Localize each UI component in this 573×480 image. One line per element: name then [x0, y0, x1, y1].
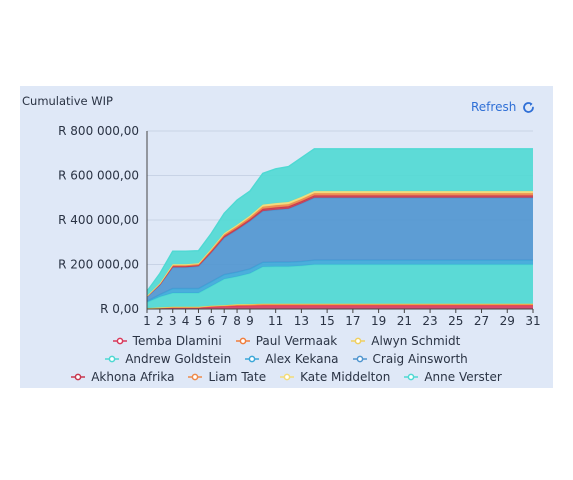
x-tick-label: 17: [345, 314, 360, 328]
legend-item[interactable]: Anne Verster: [404, 370, 502, 384]
x-tick-label: 27: [474, 314, 489, 328]
legend-marker-icon: [245, 355, 260, 363]
chart-legend: Temba Dlamini Paul Vermaak Alwyn Schmidt An…: [20, 332, 553, 386]
legend-label: Andrew Goldstein: [125, 352, 232, 366]
y-tick-label: R 400 000,00: [58, 213, 139, 227]
x-tick-label: 6: [208, 314, 216, 328]
x-tick-label: 3: [169, 314, 177, 328]
legend-label: Paul Vermaak: [255, 334, 338, 348]
x-tick-label: 29: [500, 314, 515, 328]
legend-label: Alex Kekana: [265, 352, 339, 366]
series-area: [147, 148, 533, 296]
x-tick-label: 21: [397, 314, 412, 328]
legend-marker-icon: [105, 355, 120, 363]
series-area: [147, 197, 533, 302]
x-tick-label: 9: [246, 314, 254, 328]
x-tick-label: 11: [268, 314, 283, 328]
legend-marker-icon: [235, 337, 250, 345]
y-tick-label: R 600 000,00: [58, 169, 139, 183]
legend-label: Temba Dlamini: [132, 334, 222, 348]
x-tick-label: 15: [319, 314, 334, 328]
legend-item[interactable]: Temba Dlamini: [112, 334, 222, 348]
legend-label: Liam Tate: [208, 370, 267, 384]
x-tick-label: 13: [294, 314, 309, 328]
chart-title: Cumulative WIP: [22, 94, 113, 108]
x-tick-label: 8: [233, 314, 241, 328]
x-tick-label: 4: [182, 314, 190, 328]
legend-item[interactable]: Paul Vermaak: [235, 334, 338, 348]
x-tick-label: 2: [156, 314, 164, 328]
legend-row: Temba Dlamini Paul Vermaak Alwyn Schmidt: [20, 332, 553, 350]
legend-item[interactable]: Liam Tate: [188, 370, 266, 384]
refresh-button[interactable]: Refresh: [471, 100, 535, 114]
x-tick-label: 5: [195, 314, 203, 328]
refresh-label: Refresh: [471, 100, 517, 114]
legend-item[interactable]: Alex Kekana: [245, 352, 339, 366]
legend-marker-icon: [71, 373, 86, 381]
x-tick-label: 31: [525, 314, 540, 328]
legend-item[interactable]: Andrew Goldstein: [105, 352, 231, 366]
legend-marker-icon: [351, 337, 366, 345]
y-tick-label: R 200 000,00: [58, 258, 139, 272]
legend-item[interactable]: Craig Ainsworth: [352, 352, 468, 366]
y-tick-label: R 0,00: [100, 302, 139, 316]
legend-marker-icon: [352, 355, 367, 363]
x-tick-label: 23: [422, 314, 437, 328]
legend-label: Kate Middelton: [300, 370, 391, 384]
legend-label: Craig Ainsworth: [372, 352, 468, 366]
legend-item[interactable]: Kate Middelton: [280, 370, 390, 384]
legend-marker-icon: [404, 373, 419, 381]
legend-item[interactable]: Alwyn Schmidt: [351, 334, 460, 348]
legend-marker-icon: [112, 337, 127, 345]
x-tick-label: 25: [448, 314, 463, 328]
x-tick-label: 1: [143, 314, 151, 328]
legend-row: Akhona Afrika Liam Tate Kate Middelton Anne…: [20, 368, 553, 386]
refresh-icon: [523, 101, 535, 113]
series-line: [146, 148, 533, 292]
legend-marker-icon: [188, 373, 203, 381]
legend-label: Akhona Afrika: [91, 370, 175, 384]
legend-row: Andrew Goldstein Alex Kekana Craig Ainswor…: [20, 350, 553, 368]
x-tick-label: 19: [371, 314, 386, 328]
y-tick-label: R 800 000,00: [58, 124, 139, 138]
x-tick-label: 7: [220, 314, 228, 328]
legend-item[interactable]: Akhona Afrika: [71, 370, 174, 384]
legend-label: Alwyn Schmidt: [371, 334, 461, 348]
legend-marker-icon: [280, 373, 295, 381]
legend-label: Anne Verster: [424, 370, 502, 384]
